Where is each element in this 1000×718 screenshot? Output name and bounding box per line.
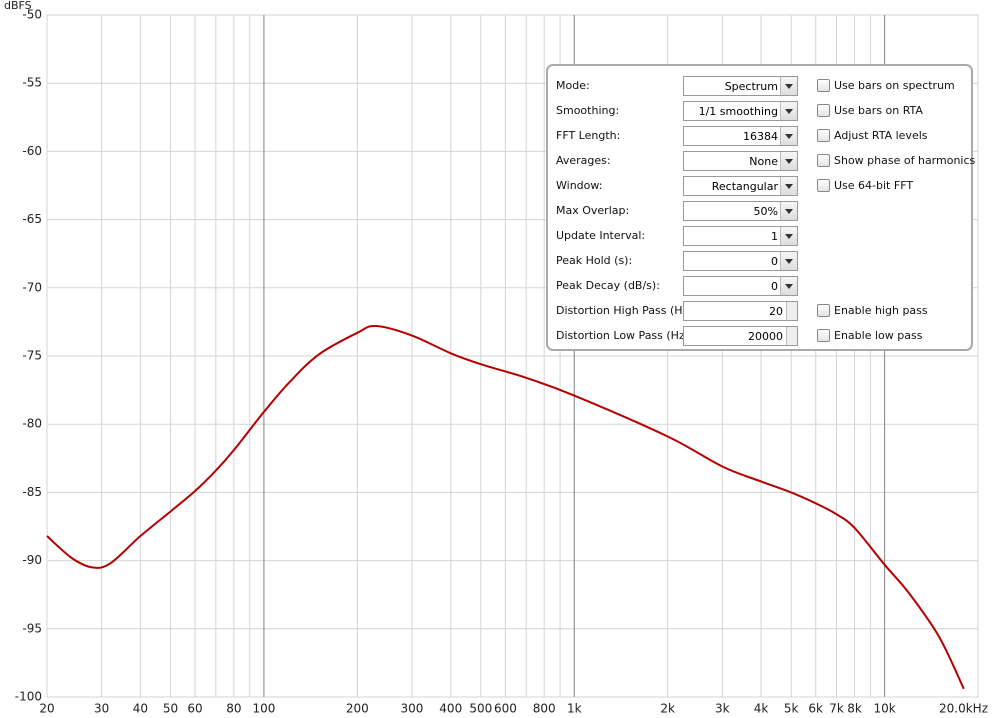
checkbox-label: Show phase of harmonics	[834, 154, 976, 167]
control-button[interactable]	[780, 277, 797, 295]
control-value: Rectangular	[711, 180, 778, 193]
dropdown[interactable]: Rectangular	[683, 176, 798, 196]
x-tick-label: 4k	[754, 702, 769, 716]
y-tick-label: -95	[22, 621, 42, 635]
control-value: 50%	[753, 205, 778, 218]
x-tick-label: 20	[39, 702, 54, 716]
control-value: 0	[771, 255, 778, 268]
setting-label: FFT Length:	[556, 129, 621, 142]
checkbox-label: Enable low pass	[834, 329, 923, 342]
y-tick-label: -80	[22, 417, 42, 431]
dropdown[interactable]: 0	[683, 276, 798, 296]
y-tick-label: -60	[22, 144, 42, 158]
dropdown[interactable]: 1	[683, 226, 798, 246]
setting-label: Averages:	[556, 154, 611, 167]
control-value: 1	[771, 230, 778, 243]
checkbox[interactable]	[817, 329, 830, 342]
control-button[interactable]	[780, 202, 797, 220]
y-tick-label: -55	[22, 76, 42, 90]
y-tick-label: -100	[15, 690, 42, 704]
control-value: 0	[771, 280, 778, 293]
checkbox-label: Use 64-bit FFT	[834, 179, 914, 192]
y-tick-label: -75	[22, 349, 42, 363]
x-tick-label: 60	[187, 702, 202, 716]
dropdown[interactable]: 0	[683, 251, 798, 271]
control-button[interactable]	[780, 77, 797, 95]
y-tick-label: -70	[22, 280, 42, 294]
x-tick-label: 80	[226, 702, 241, 716]
dropdown[interactable]: Spectrum	[683, 76, 798, 96]
control-button[interactable]	[780, 227, 797, 245]
spinner[interactable]: 20000	[683, 326, 798, 346]
x-tick-label: 800	[533, 702, 556, 716]
control-button[interactable]	[780, 127, 797, 145]
spinner[interactable]: 20	[683, 301, 798, 321]
checkbox-label: Use bars on RTA	[834, 104, 923, 117]
x-tick-label: 600	[494, 702, 517, 716]
control-value: 16384	[743, 130, 778, 143]
spectrum-line	[46, 324, 965, 690]
checkbox-label: Adjust RTA levels	[834, 129, 928, 142]
control-button[interactable]	[780, 252, 797, 270]
x-tick-label: 7k	[829, 702, 844, 716]
y-tick-label: -65	[22, 212, 42, 226]
y-axis-label: dBFS	[4, 0, 32, 12]
x-tick-label: 3k	[715, 702, 730, 716]
control-button[interactable]	[780, 102, 797, 120]
checkbox[interactable]	[817, 154, 830, 167]
setting-label: Distortion Low Pass (Hz):	[556, 329, 693, 342]
control-button[interactable]	[780, 152, 797, 170]
x-tick-label: 300	[401, 702, 424, 716]
x-tick-label: 100	[252, 702, 275, 716]
x-tick-label: 1k	[567, 702, 582, 716]
setting-label: Smoothing:	[556, 104, 620, 117]
x-tick-label: 200	[346, 702, 369, 716]
setting-label: Peak Hold (s):	[556, 254, 633, 267]
checkbox-label: Use bars on spectrum	[834, 79, 955, 92]
settings-panel: Mode: Spectrum Use bars on spectrum Smoothi…	[546, 64, 976, 351]
x-tick-label: 500	[469, 702, 492, 716]
setting-label: Peak Decay (dB/s):	[556, 279, 660, 292]
dropdown[interactable]: 50%	[683, 201, 798, 221]
x-tick-label: 400	[439, 702, 462, 716]
setting-label: Update Interval:	[556, 229, 646, 242]
checkbox-label: Enable high pass	[834, 304, 928, 317]
x-tick-label: 30	[94, 702, 109, 716]
setting-label: Max Overlap:	[556, 204, 630, 217]
x-tick-label: 6k	[808, 702, 823, 716]
x-tick-label: 50	[163, 702, 178, 716]
checkbox[interactable]	[817, 104, 830, 117]
control-value: 20000	[748, 330, 783, 343]
x-tick-label: 40	[133, 702, 148, 716]
x-tick-label: 20.0kHz	[939, 702, 988, 716]
control-button[interactable]	[786, 327, 797, 345]
control-value: 20	[769, 305, 783, 318]
dropdown[interactable]: 16384	[683, 126, 798, 146]
x-tick-label: 10k	[873, 702, 895, 716]
x-tick-label: 8k	[847, 702, 862, 716]
y-tick-label: -90	[22, 553, 42, 567]
control-button[interactable]	[786, 302, 797, 320]
setting-label: Window:	[556, 179, 603, 192]
setting-label: Mode:	[556, 79, 590, 92]
checkbox[interactable]	[817, 304, 830, 317]
control-button[interactable]	[780, 177, 797, 195]
dropdown[interactable]: None	[683, 151, 798, 171]
x-tick-label: 5k	[784, 702, 799, 716]
y-tick-label: -50	[22, 8, 42, 22]
y-tick-label: -85	[22, 485, 42, 499]
checkbox[interactable]	[817, 179, 830, 192]
dropdown[interactable]: 1/1 smoothing	[683, 101, 798, 121]
control-value: Spectrum	[724, 80, 778, 93]
checkbox[interactable]	[817, 79, 830, 92]
x-tick-label: 2k	[660, 702, 675, 716]
control-value: 1/1 smoothing	[698, 105, 778, 118]
control-value: None	[749, 155, 778, 168]
checkbox[interactable]	[817, 129, 830, 142]
setting-label: Distortion High Pass (Hz):	[556, 304, 697, 317]
